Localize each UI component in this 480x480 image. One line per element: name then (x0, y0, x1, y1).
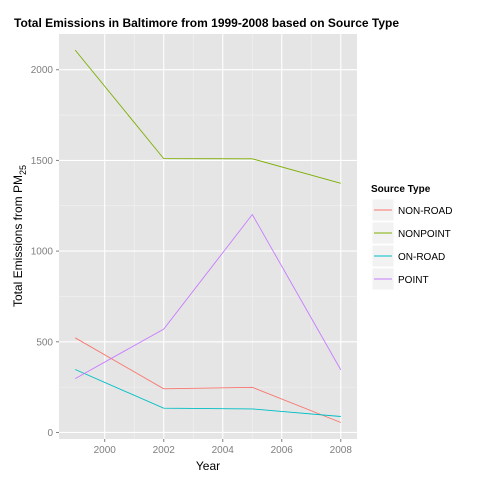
series-line-nonpoint (74, 49, 341, 184)
x-tick-label: 2000 (94, 445, 117, 456)
y-tick-label: 1000 (31, 247, 54, 258)
x-tick-label: 2002 (153, 445, 176, 456)
legend-label: ON-ROAD (398, 252, 445, 263)
x-tick-label: 2006 (271, 445, 294, 456)
y-tick-label: 1500 (31, 156, 54, 167)
legend-label: NONPOINT (398, 229, 451, 240)
y-tick-label: 0 (47, 428, 53, 439)
legend-label: POINT (398, 275, 429, 286)
plot-panel (59, 34, 357, 439)
legend: Source Type NON-ROAD NONPOINT ON-ROAD POINT (371, 184, 452, 291)
grid-lines (59, 34, 357, 439)
legend-item-non-road: NON-ROAD (371, 198, 452, 222)
y-tick-label: 500 (36, 337, 53, 348)
series-lines (74, 49, 342, 423)
series-line-point (74, 213, 342, 379)
y-axis-title-main: Total Emissions from PM (11, 175, 25, 307)
legend-item-nonpoint: NONPOINT (371, 221, 451, 245)
series-line-on-road (75, 369, 341, 417)
x-tick-label: 2004 (212, 445, 235, 456)
y-axis-title: Total Emissions from PM25 (11, 165, 28, 307)
legend-item-on-road: ON-ROAD (371, 244, 445, 268)
y-tick-label: 2000 (31, 65, 54, 76)
chart-title: Total Emissions in Baltimore from 1999-2… (14, 16, 399, 30)
x-axis-title: Year (196, 459, 220, 473)
x-tick-label: 2008 (330, 445, 353, 456)
legend-label: NON-ROAD (398, 206, 452, 217)
series-line-non-road (74, 337, 341, 423)
axis-ticks: 2000 2002 2004 2006 2008 0 500 1000 1500 2000 (31, 65, 353, 456)
y-axis-title-subscript: 25 (18, 165, 28, 175)
legend-item-point: POINT (371, 267, 429, 291)
legend-title: Source Type (371, 184, 431, 195)
